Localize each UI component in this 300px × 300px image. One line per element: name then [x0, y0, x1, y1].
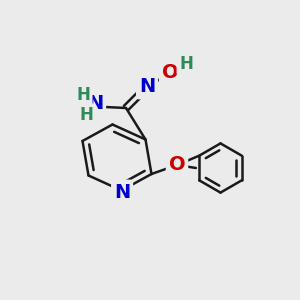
Text: N: N	[87, 94, 103, 113]
Text: O: O	[169, 155, 185, 175]
Text: O: O	[162, 63, 178, 82]
Text: N: N	[114, 182, 130, 202]
Text: H: H	[76, 86, 90, 104]
Text: H: H	[79, 106, 93, 124]
Text: N: N	[139, 77, 155, 97]
Text: H: H	[179, 55, 193, 73]
